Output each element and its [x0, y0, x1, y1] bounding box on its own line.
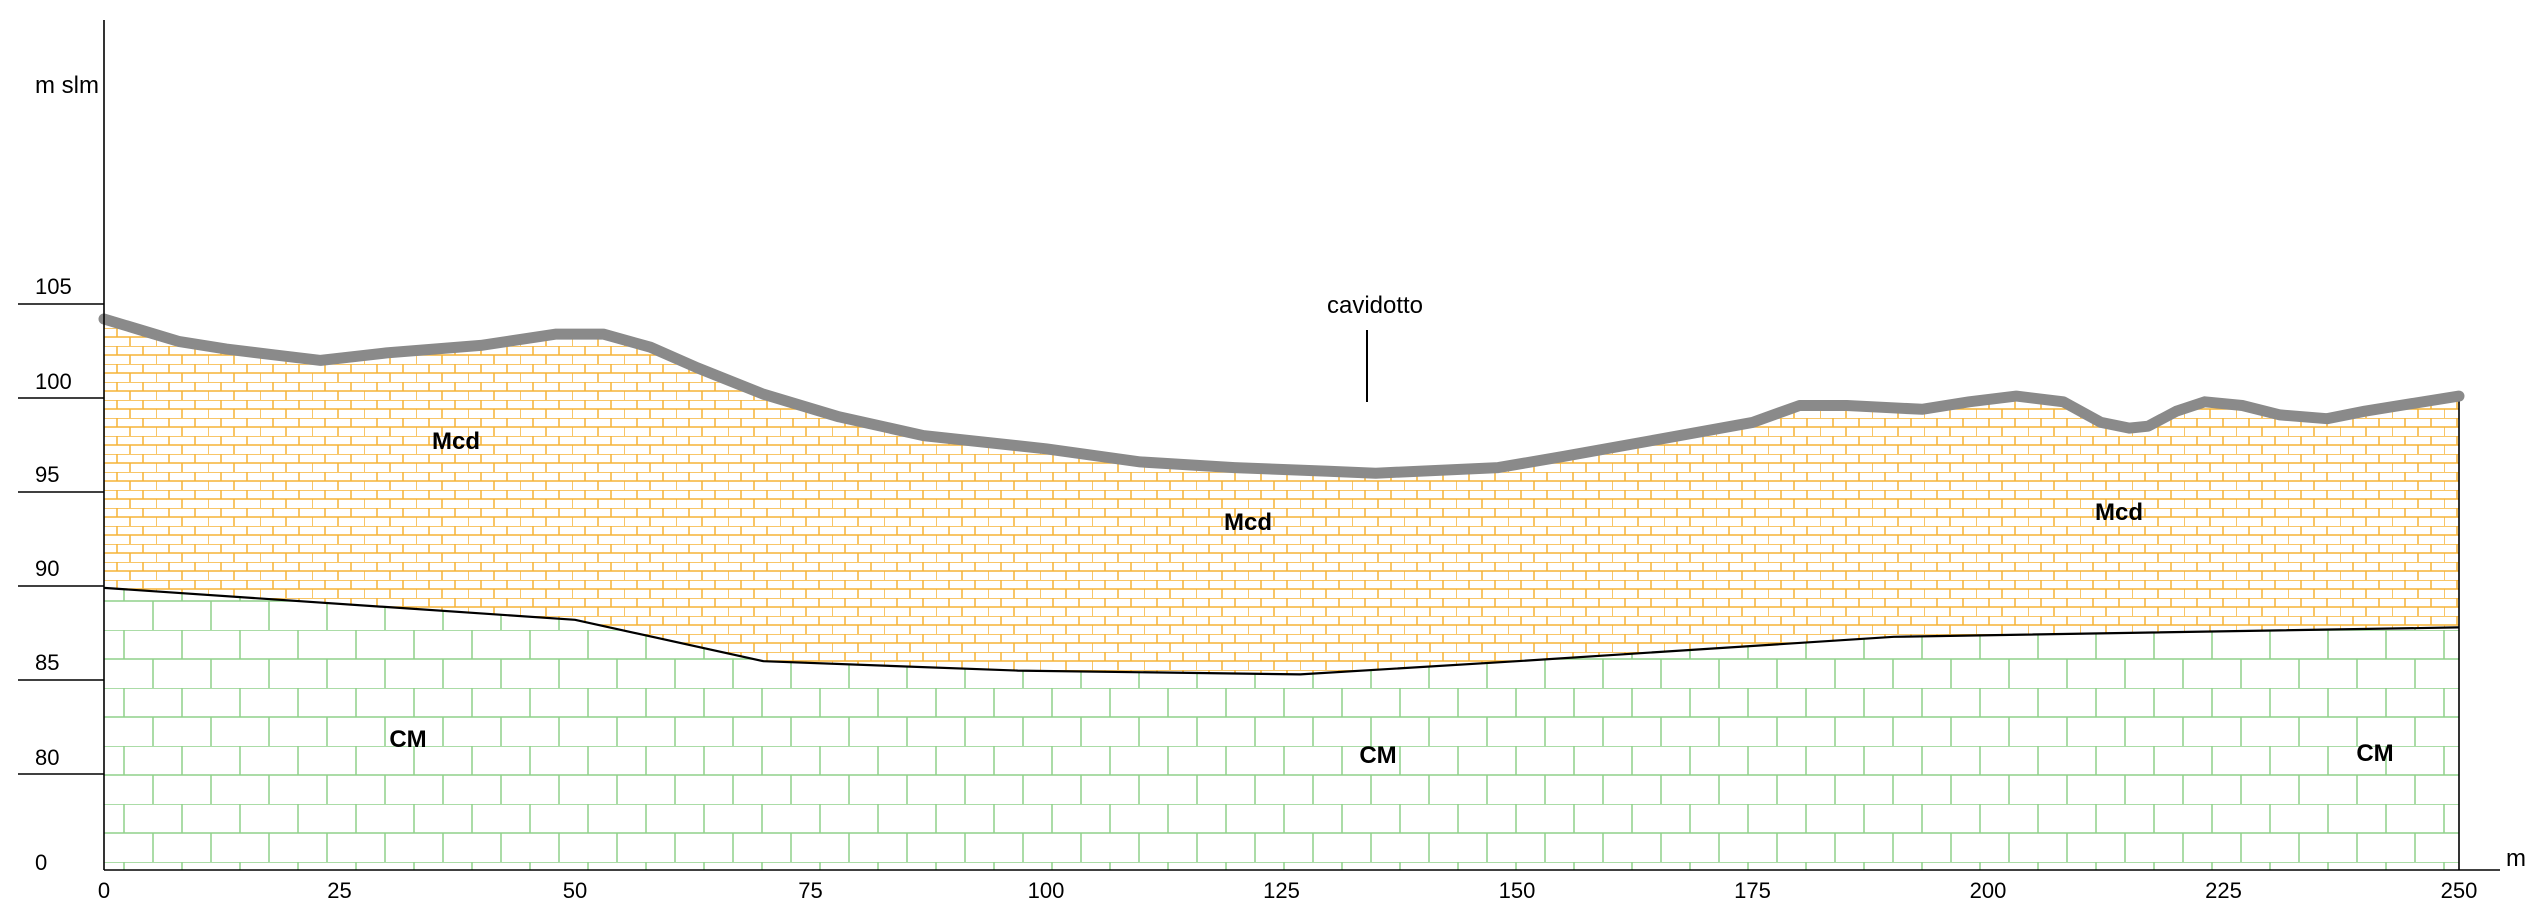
y-tick-label: 0	[35, 850, 47, 875]
y-axis-unit-label: m slm	[35, 72, 99, 99]
cavidotto-label: cavidotto	[1327, 292, 1423, 319]
zone-label-mcd: Mcd	[2095, 499, 2143, 526]
zone-label-mcd: Mcd	[432, 428, 480, 455]
y-tick-label: 95	[35, 462, 59, 487]
x-tick-label: 225	[2205, 878, 2242, 903]
zone-label-cm: CM	[1359, 742, 1396, 769]
x-tick-label: 25	[327, 878, 351, 903]
zone-label-mcd: Mcd	[1224, 509, 1272, 536]
x-tick-label: 50	[563, 878, 587, 903]
y-tick-label: 80	[35, 745, 59, 770]
y-tick-label: 105	[35, 274, 72, 299]
x-tick-label: 250	[2441, 878, 2478, 903]
x-tick-label: 125	[1263, 878, 1300, 903]
ground-surface-line	[98, 313, 2465, 479]
x-tick-label: 0	[98, 878, 110, 903]
x-tick-label: 75	[798, 878, 822, 903]
contact-line	[103, 586, 2460, 676]
x-tick-label: 175	[1734, 878, 1771, 903]
x-tick-label: 150	[1499, 878, 1536, 903]
x-tick-label: 100	[1028, 878, 1065, 903]
y-tick-label: 90	[35, 556, 59, 581]
x-tick-label: 200	[1970, 878, 2007, 903]
y-tick-label: 85	[35, 650, 59, 675]
x-axis-unit-label: m	[2506, 845, 2526, 872]
layer-cm-fill	[104, 587, 2459, 870]
zone-label-cm: CM	[389, 726, 426, 753]
zone-label-cm: CM	[2356, 740, 2393, 767]
y-tick-label: 100	[35, 369, 72, 394]
